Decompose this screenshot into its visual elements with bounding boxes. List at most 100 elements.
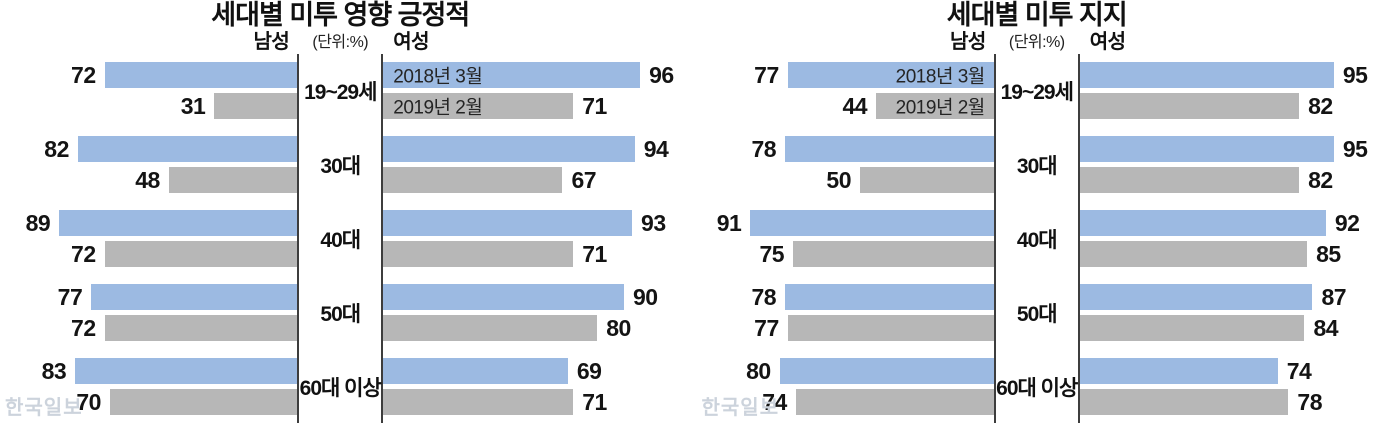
- male-bar-2019-02: [104, 241, 298, 267]
- chart-title: 세대별 미투 영향 긍정적: [211, 0, 470, 30]
- male-bar-row: 70: [0, 388, 298, 415]
- female-value-label: 95: [1342, 135, 1368, 162]
- female-bar-2019-02: [383, 315, 598, 341]
- male-bars: 82 48: [0, 136, 298, 193]
- male-value-label: 74: [762, 388, 787, 415]
- age-label: 30대: [1016, 154, 1058, 178]
- female-bars: 2018년 3월 96 2019년 2월 71: [383, 62, 680, 119]
- male-bars: 80 74: [697, 358, 994, 415]
- age-label: 19~29세: [304, 80, 377, 104]
- female-bars: 69 71: [383, 358, 680, 415]
- male-value-label: 91: [716, 209, 742, 236]
- female-bar-row: 74: [1079, 358, 1377, 384]
- female-bar-row: 87: [1079, 283, 1377, 310]
- male-value-label: 78: [751, 135, 777, 162]
- male-bar-2019-02: 2019년 2월: [876, 93, 994, 119]
- female-value-label: 84: [1313, 314, 1339, 341]
- female-bar-2018-03: [1079, 284, 1313, 310]
- male-bars: 77 2018년 3월 44 2019년 2월: [697, 62, 994, 119]
- chart-metoo-influence-positive: 세대별 미투 영향 긍정적 남성 (단위:%) 여성 72 31 19~29세 201…: [0, 0, 681, 423]
- female-value-label: 90: [633, 283, 658, 310]
- female-bar-2019-02: [383, 389, 574, 415]
- legend-2018-03: 2018년 3월: [895, 66, 986, 88]
- legend-2018-03: 2018년 3월: [393, 66, 483, 88]
- male-bar-2018-03: [750, 210, 994, 236]
- age-label: 50대: [1016, 302, 1058, 326]
- female-bar-2018-03: [1079, 136, 1334, 162]
- female-bars: 87 84: [1079, 283, 1377, 341]
- female-bar-row: 71: [383, 241, 680, 267]
- age-group-row: 77 72 50대 90 80: [0, 284, 681, 341]
- male-value-label: 83: [41, 357, 67, 384]
- female-value-label: 87: [1321, 283, 1347, 310]
- female-value-label: 92: [1334, 209, 1360, 236]
- male-bar-2019-02: [214, 93, 298, 119]
- female-bar-row: 95: [1079, 61, 1377, 88]
- male-bars: 89 72: [0, 210, 298, 267]
- male-bars: 78 50: [697, 136, 994, 193]
- female-bar-row: 82: [1079, 93, 1377, 119]
- female-bar-row: 95: [1079, 135, 1377, 162]
- male-value-label: 77: [754, 61, 779, 88]
- legend-2019-02: 2019년 2월: [895, 97, 986, 119]
- female-bar-2018-03: [383, 358, 568, 384]
- female-bar-2019-02: [1079, 241, 1308, 267]
- legend-2019-02: 2019년 2월: [393, 97, 483, 119]
- female-bar-2019-02: [1079, 167, 1300, 193]
- watermark-hankookilbo: 한국일보: [5, 397, 83, 419]
- male-bar-2019-02: [860, 167, 994, 193]
- male-bar-2019-02: [109, 389, 298, 415]
- male-bar-2018-03: [91, 284, 298, 310]
- female-bars: 94 67: [383, 136, 680, 193]
- female-value-label: 67: [571, 166, 597, 193]
- age-group-row: 91 75 40대 92 85: [697, 210, 1377, 267]
- male-bars: 72 31: [0, 62, 298, 119]
- male-value-label: 70: [76, 388, 101, 415]
- male-bar-row: 50: [697, 167, 994, 193]
- male-bar-row: 80: [697, 358, 994, 384]
- female-bar-2018-03: [1079, 210, 1326, 236]
- male-bar-2018-03: [75, 358, 298, 384]
- female-bar-2018-03: [383, 284, 625, 310]
- male-bar-row: 72: [0, 241, 298, 267]
- age-group-row: 77 2018년 3월 44 2019년 2월 19~29세 95 82: [697, 62, 1377, 119]
- female-value-label: 71: [582, 240, 607, 267]
- male-value-label: 75: [759, 240, 785, 267]
- male-bar-row: 91: [697, 210, 994, 236]
- female-bar-row: 69: [383, 358, 680, 384]
- male-value-label: 80: [746, 357, 771, 384]
- male-bar-row: 75: [697, 241, 994, 267]
- male-value-label: 50: [826, 166, 851, 193]
- female-column-label: 여성: [1089, 31, 1126, 53]
- male-value-label: 48: [135, 166, 160, 193]
- male-bar-row: 78: [697, 284, 994, 310]
- age-group-row: 83 70 60대 이상 69 71: [0, 358, 681, 415]
- female-bar-row: 84: [1079, 314, 1377, 341]
- female-bar-row: 71: [383, 389, 680, 415]
- female-value-label: 78: [1297, 388, 1322, 415]
- female-value-label: 95: [1342, 61, 1368, 88]
- male-bar-2018-03: [104, 62, 298, 88]
- female-value-label: 93: [641, 209, 666, 236]
- age-label: 30대: [320, 154, 361, 178]
- female-bar-2018-03: [383, 210, 633, 236]
- female-bar-2018-03: [1079, 358, 1278, 384]
- female-bar-2019-02: [383, 241, 574, 267]
- axis-header: 남성 (단위:%) 여성: [697, 31, 1377, 54]
- male-column-label: 남성: [949, 31, 986, 53]
- female-bar-row: 80: [383, 315, 680, 341]
- age-group-row: 78 50 30대 95 82: [697, 136, 1377, 193]
- female-value-label: 80: [606, 314, 631, 341]
- female-bar-2019-02: [1079, 389, 1289, 415]
- female-bar-2018-03: [383, 136, 635, 162]
- male-value-label: 77: [754, 314, 779, 341]
- female-bars: 74 78: [1079, 358, 1377, 415]
- chart-plot-area: 72 31 19~29세 2018년 3월 96 2019년 2월 71 82 48 30대 94 6…: [0, 54, 681, 423]
- female-bar-2018-03: [1079, 62, 1334, 88]
- female-value-label: 85: [1316, 240, 1341, 267]
- age-group-row: 72 31 19~29세 2018년 3월 96 2019년 2월 71: [0, 62, 681, 119]
- female-value-label: 69: [576, 357, 602, 384]
- watermark-hankookilbo: 한국일보: [701, 397, 780, 419]
- male-bar-2018-03: [785, 136, 994, 162]
